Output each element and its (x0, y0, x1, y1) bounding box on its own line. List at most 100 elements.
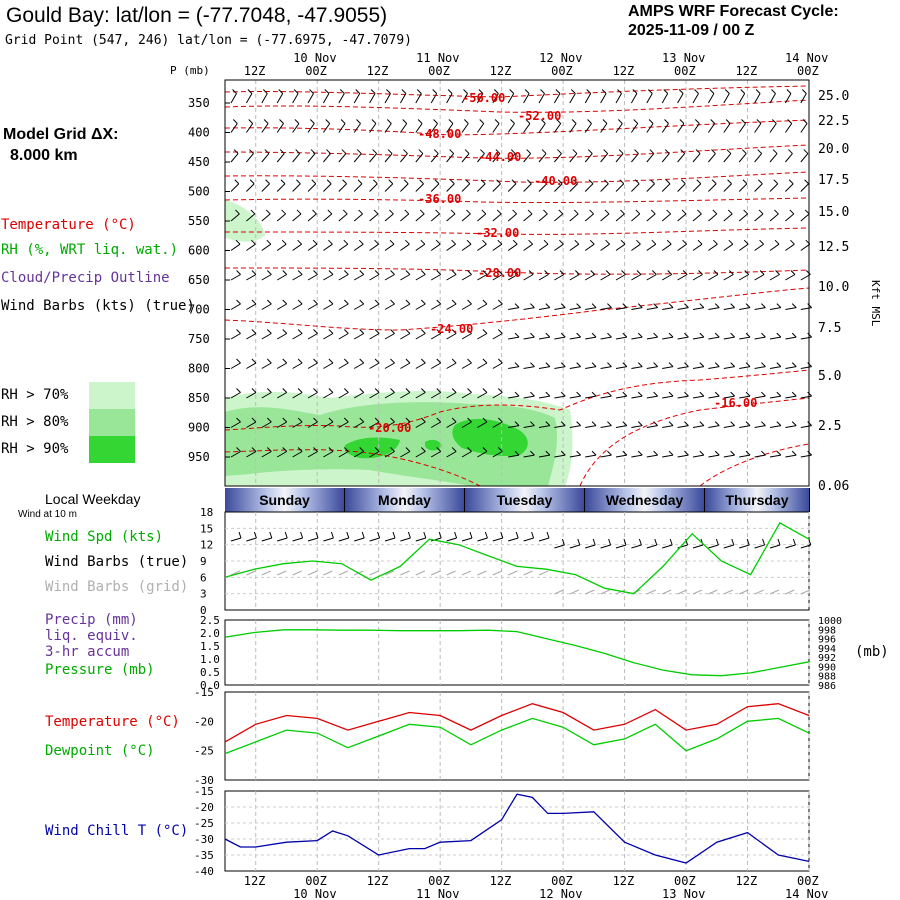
wind-barb-10m (769, 544, 781, 549)
wind-barb (476, 93, 484, 104)
wind-barb (523, 183, 532, 192)
wind-barb-flag (373, 179, 378, 185)
wind-barb-flag (576, 391, 581, 397)
wind-barb (369, 362, 380, 369)
wind-barb-flag (405, 447, 411, 452)
wind-barb (646, 336, 658, 340)
wind-barb-flag (572, 149, 578, 154)
windchill-tick-label: -30 (194, 833, 214, 846)
wind-barb (477, 274, 488, 281)
wind-barb-flag (420, 388, 426, 393)
wind-barb-10m (800, 544, 811, 549)
wind-barb (369, 153, 378, 163)
wind-barb (400, 333, 411, 340)
wind-barb (646, 123, 654, 133)
wind-barb-flag (451, 329, 457, 334)
wind-barb (292, 213, 302, 222)
wind-barb-flag (726, 149, 732, 154)
temperature-tick-label: -15 (194, 686, 214, 699)
wind-barb-flag (682, 239, 687, 245)
wind-barb-flag (436, 270, 442, 275)
wind-barb-flag (343, 329, 349, 334)
wind-barb (708, 336, 720, 340)
windchill-panel-frame (224, 790, 810, 872)
wind-barb-flag (528, 270, 534, 275)
local-weekday-label: Local Weekday (45, 491, 141, 507)
wind-barb-flag (647, 89, 653, 94)
wind-barb-flag (450, 209, 456, 215)
pressure-tick-label: 600 (188, 244, 210, 258)
wind-barb-flag (436, 329, 442, 334)
weekday-tuesday: Tuesday (465, 488, 585, 512)
wind-barb (261, 421, 272, 428)
wind-barb (369, 392, 380, 399)
wind-barb-10m-flag (253, 531, 257, 539)
wind-barb-flag (637, 421, 643, 426)
wind-barb (508, 454, 520, 458)
wind-barb (523, 153, 532, 163)
wind-barb (323, 421, 334, 428)
wind-barb-flag (401, 89, 407, 94)
wind-barb-grid (692, 589, 703, 595)
pressure-tick-label: 400 (188, 126, 210, 140)
wind-barb (338, 183, 347, 192)
wind-barb-flag (618, 149, 624, 154)
pressure-tick-label: 700 (188, 303, 210, 317)
wind-barb-flag (545, 303, 551, 308)
dewpoint-label: Dewpoint (°C) (45, 743, 155, 759)
pressure-tick-label: 800 (188, 362, 210, 376)
wind-barb (523, 243, 533, 251)
wind-barb-flag (310, 149, 316, 154)
wind-barb-flag (756, 119, 762, 124)
wind-tick-label: 6 (200, 571, 207, 584)
wind-barb-flag (497, 358, 503, 364)
wind-barb-flag (328, 329, 334, 334)
wind-barb-flag (359, 388, 365, 393)
wind-barb (307, 421, 318, 428)
wind-barb (446, 362, 457, 369)
wind-barb (677, 307, 689, 310)
wind-barb-flag (801, 89, 807, 94)
wind-barb (677, 454, 689, 458)
wind-barb (677, 425, 689, 428)
wind-barb-flag (312, 209, 317, 215)
wind-barb-flag (251, 358, 257, 364)
wind-barb (692, 213, 702, 222)
wind-barb (615, 123, 623, 133)
wind-barb-flag (590, 270, 596, 275)
wind-barb (461, 93, 468, 104)
top-date-label: 11 Nov (416, 51, 459, 65)
wind-barb (692, 425, 704, 428)
wind-barb (369, 421, 380, 428)
wind-barb-flag (465, 179, 471, 185)
wind-barb-flag (576, 450, 581, 456)
wind-barb-flag (545, 362, 551, 367)
wind-barb-flag (544, 270, 549, 275)
wind-barb-flag (560, 391, 566, 397)
wind-barb-flag (313, 329, 318, 334)
wind-barb-flag (496, 179, 501, 185)
wind-barb-flag (745, 332, 751, 338)
model-grid-label: Model Grid ΔX: (3, 126, 119, 143)
wind-barb-flag (712, 209, 718, 215)
wind-barb (646, 213, 656, 222)
wind-barb-flag (236, 447, 241, 452)
wind-barb (508, 395, 520, 399)
wind-barb (384, 421, 395, 428)
wind-barb-flag (773, 179, 779, 185)
wind-barb-flag (530, 421, 535, 426)
wind-barb-flag (281, 209, 286, 215)
wind-barb-flag (436, 358, 442, 364)
wind-barb (723, 425, 735, 428)
temperature-contour (224, 119, 810, 136)
wind-barb (800, 366, 812, 369)
wind-barb-flag (807, 421, 812, 426)
wind-barb-grid (677, 589, 687, 595)
wind-barb-flag (234, 179, 240, 185)
wind-barb-flag (789, 209, 795, 215)
wind-barb-flag (514, 303, 520, 308)
wind-barb (446, 213, 456, 222)
wind-barb-flag (463, 119, 469, 124)
temperature-contour (224, 99, 810, 113)
wind-barb-flag (591, 362, 597, 367)
